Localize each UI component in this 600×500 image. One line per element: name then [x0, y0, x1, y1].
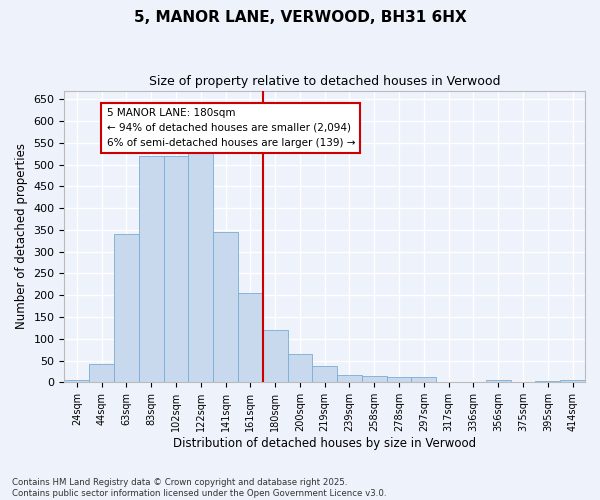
Text: 5 MANOR LANE: 180sqm
← 94% of detached houses are smaller (2,094)
6% of semi-det: 5 MANOR LANE: 180sqm ← 94% of detached h…: [107, 108, 355, 148]
Bar: [337, 374, 362, 382]
X-axis label: Distribution of detached houses by size in Verwood: Distribution of detached houses by size …: [173, 437, 476, 450]
Bar: [263, 330, 287, 382]
Y-axis label: Number of detached properties: Number of detached properties: [15, 144, 28, 330]
Bar: [213, 232, 238, 382]
Bar: [114, 234, 139, 382]
Bar: [313, 366, 337, 382]
Bar: [139, 156, 164, 382]
Bar: [386, 376, 412, 382]
Bar: [535, 381, 560, 382]
Bar: [238, 293, 263, 382]
Bar: [64, 380, 89, 382]
Bar: [164, 156, 188, 382]
Text: 5, MANOR LANE, VERWOOD, BH31 6HX: 5, MANOR LANE, VERWOOD, BH31 6HX: [134, 10, 466, 25]
Title: Size of property relative to detached houses in Verwood: Size of property relative to detached ho…: [149, 75, 500, 88]
Bar: [412, 377, 436, 382]
Bar: [89, 364, 114, 382]
Bar: [486, 380, 511, 382]
Bar: [560, 380, 585, 382]
Bar: [188, 148, 213, 382]
Text: Contains HM Land Registry data © Crown copyright and database right 2025.
Contai: Contains HM Land Registry data © Crown c…: [12, 478, 386, 498]
Bar: [362, 376, 386, 382]
Bar: [287, 354, 313, 382]
